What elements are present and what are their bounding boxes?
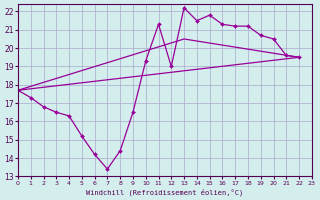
X-axis label: Windchill (Refroidissement éolien,°C): Windchill (Refroidissement éolien,°C) xyxy=(86,188,244,196)
